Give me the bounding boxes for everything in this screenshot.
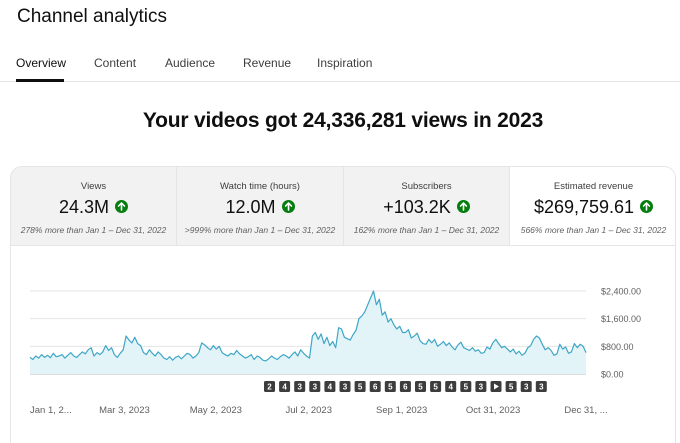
metric-strip: Views 24.3M 278% more than Jan 1 – Dec 3… — [11, 167, 675, 246]
metric-compare: 162% more than Jan 1 – Dec 31, 2022 — [353, 225, 500, 235]
annotation-label: 4 — [448, 383, 453, 392]
up-arrow-icon — [456, 200, 470, 213]
annotation-marker — [430, 381, 442, 392]
metric-compare: 278% more than Jan 1 – Dec 31, 2022 — [20, 225, 167, 235]
metric-compare: >999% more than Jan 1 – Dec 31, 2022 — [184, 225, 336, 235]
metric-value: 24.3M — [58, 197, 110, 217]
annotation-label: 5 — [509, 383, 514, 392]
annotation-marker — [294, 381, 306, 392]
y-tick-label: $2,400.00 — [601, 287, 641, 297]
metric-label: Watch time (hours) — [220, 181, 300, 192]
annotation-marker — [354, 381, 366, 392]
up-arrow-icon — [115, 200, 129, 213]
annotation-label: 2 — [267, 383, 272, 392]
annotation-marker — [279, 381, 291, 392]
annotation-label: 4 — [282, 383, 287, 392]
x-tick-label: Sep 1, 2023 — [376, 405, 427, 416]
overview-card: Views 24.3M 278% more than Jan 1 – Dec 3… — [10, 166, 676, 443]
annotation-marker — [520, 381, 532, 392]
metric-estimated-revenue[interactable]: Estimated revenue $269,759.61 566% more … — [510, 167, 675, 246]
active-tab-indicator — [16, 79, 64, 82]
metric-watch-time[interactable]: Watch time (hours) 12.0M >999% more than… — [177, 167, 344, 246]
metric-value: 12.0M — [225, 197, 276, 217]
revenue-chart-svg: $0.00 $800.00 $1,600.00 $2,400.00 2 4 3 3 4 3 5 6 5 6… — [29, 287, 641, 416]
annotation-marker — [384, 381, 396, 392]
metric-compare: 566% more than Jan 1 – Dec 31, 2022 — [520, 225, 667, 235]
annotation-label: 3 — [297, 383, 302, 392]
metric-label: Subscribers — [401, 181, 452, 192]
views-headline: Your videos got 24,336,281 views in 2023 — [142, 109, 544, 132]
metric-value: +103.2K — [383, 197, 451, 217]
series-area — [30, 291, 586, 374]
play-icon — [494, 383, 499, 390]
annotation-marker — [309, 381, 321, 392]
tab-overview[interactable]: Overview — [16, 56, 67, 70]
annotation-label: 5 — [433, 383, 438, 392]
annotation-marker — [264, 381, 275, 392]
tab-revenue[interactable]: Revenue — [243, 56, 292, 70]
annotation-label: 5 — [464, 383, 469, 392]
annotation-marker — [460, 381, 472, 392]
x-tick-label: Jul 2, 2023 — [286, 405, 332, 416]
y-tick-label: $1,600.00 — [601, 314, 641, 324]
annotation-marker — [324, 381, 336, 392]
x-tick-label: May 2, 2023 — [190, 405, 242, 416]
metric-views[interactable]: Views 24.3M 278% more than Jan 1 – Dec 3… — [11, 167, 177, 246]
y-tick-label: $800.00 — [601, 342, 634, 352]
tab-audience[interactable]: Audience — [165, 56, 216, 70]
metric-subscribers[interactable]: Subscribers +103.2K 162% more than Jan 1… — [344, 167, 510, 246]
x-tick-label: Mar 3, 2023 — [99, 405, 150, 416]
annotation-label: 3 — [524, 383, 529, 392]
annotation-marker — [399, 381, 411, 392]
up-arrow-icon — [640, 200, 654, 213]
x-tick-label: Jan 1, 2... — [30, 405, 72, 416]
x-tick-label: Dec 31, ... — [564, 405, 607, 416]
annotation-label: 3 — [343, 383, 348, 392]
series-line — [29, 290, 587, 362]
annotation-label: 3 — [313, 383, 318, 392]
page-title: Channel analytics — [17, 6, 167, 27]
revenue-chart: $0.00 $800.00 $1,600.00 $2,400.00 2 4 3 3 4 3 5 6 5 6… — [0, 280, 680, 425]
y-tick-label: $0.00 — [601, 370, 624, 380]
annotation-marker — [445, 381, 457, 392]
x-tick-label: Oct 31, 2023 — [466, 405, 520, 416]
metric-label: Estimated revenue — [553, 181, 634, 192]
annotation-label: 3 — [479, 383, 484, 392]
metric-value: $269,759.61 — [533, 197, 635, 217]
annotation-label: 5 — [418, 383, 423, 392]
annotation-label: 5 — [388, 383, 393, 392]
metric-label: Views — [80, 181, 107, 192]
annotation-label: 6 — [373, 383, 378, 392]
tab-content[interactable]: Content — [94, 56, 137, 70]
annotation-marker — [475, 381, 487, 392]
annotation-marker — [415, 381, 426, 392]
annotation-label: 4 — [328, 383, 333, 392]
tab-inspiration[interactable]: Inspiration — [317, 56, 373, 70]
annotation-marker — [369, 381, 381, 392]
up-arrow-icon — [281, 200, 295, 213]
annotation-marker — [535, 381, 547, 392]
annotation-marker — [505, 381, 517, 392]
tab-bar: Overview Content Audience Revenue Inspir… — [0, 48, 680, 82]
annotation-label: 3 — [539, 383, 544, 392]
annotation-marker — [339, 381, 351, 392]
annotation-label: 5 — [358, 383, 363, 392]
annotation-label: 6 — [403, 383, 408, 392]
